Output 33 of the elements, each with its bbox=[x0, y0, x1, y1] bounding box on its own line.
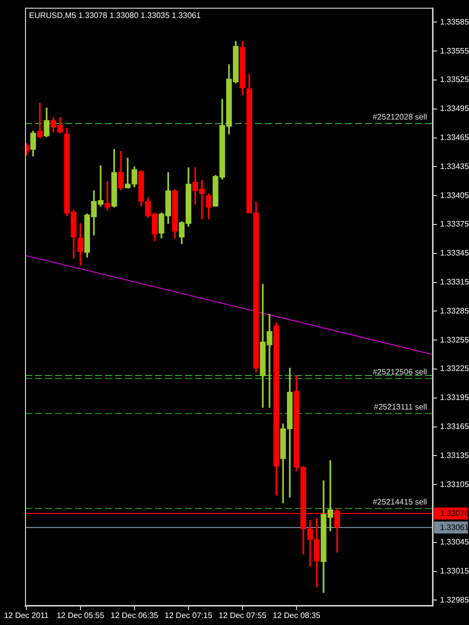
x-tick-label: 12 Dec 05:55 bbox=[56, 611, 105, 620]
y-tick-label: 1.33015 bbox=[440, 566, 469, 576]
y-tick-label: 1.33495 bbox=[440, 104, 469, 114]
ref-line-label: #25212506 sell bbox=[372, 368, 428, 377]
ref-line-label: #25213111 sell bbox=[374, 402, 428, 412]
y-tick-label: 1.33165 bbox=[440, 422, 469, 432]
y-tick-label: 1.33315 bbox=[440, 278, 469, 287]
y-tick-label: 1.33585 bbox=[440, 17, 469, 26]
y-tick-label: 1.32985 bbox=[440, 595, 469, 604]
y-tick-label: 1.33345 bbox=[440, 248, 469, 258]
y-tick-label: 1.33045 bbox=[440, 538, 469, 547]
y-tick-label: 1.33225 bbox=[440, 364, 469, 374]
y-tick-label: 1.33405 bbox=[440, 190, 469, 200]
y-tick-label: 1.33105 bbox=[440, 480, 469, 489]
ref-line-label: #25212028 sell bbox=[372, 112, 428, 122]
x-tick-label: 12 Dec 2011 bbox=[4, 611, 50, 620]
x-tick-label: 12 Dec 06:35 bbox=[110, 611, 159, 620]
x-tick-label: 12 Dec 07:15 bbox=[164, 611, 213, 620]
x-tick-label: 12 Dec 07:55 bbox=[218, 611, 267, 620]
y-tick-label: 1.33525 bbox=[440, 75, 469, 84]
ref-line-label: #25214415 sell bbox=[372, 498, 428, 507]
ref-line-label: 1.33061 bbox=[440, 523, 469, 532]
y-tick-label: 1.33255 bbox=[440, 335, 469, 344]
y-tick-label: 1.33135 bbox=[440, 450, 469, 460]
x-tick-label: 12 Dec 08:35 bbox=[272, 611, 321, 620]
y-tick-label: 1.33435 bbox=[440, 162, 469, 171]
y-tick-label: 1.33195 bbox=[440, 393, 469, 402]
y-tick-label: 1.33375 bbox=[440, 220, 469, 229]
y-tick-label: 1.33465 bbox=[440, 133, 469, 142]
y-tick-label: 1.33555 bbox=[440, 46, 469, 56]
y-tick-label: 1.33285 bbox=[440, 306, 469, 316]
chart-title: EURUSD,M5 1.33078 1.33080 1.33035 1.33061 bbox=[29, 11, 202, 20]
ref-line-label: 1.33076 bbox=[440, 509, 469, 518]
